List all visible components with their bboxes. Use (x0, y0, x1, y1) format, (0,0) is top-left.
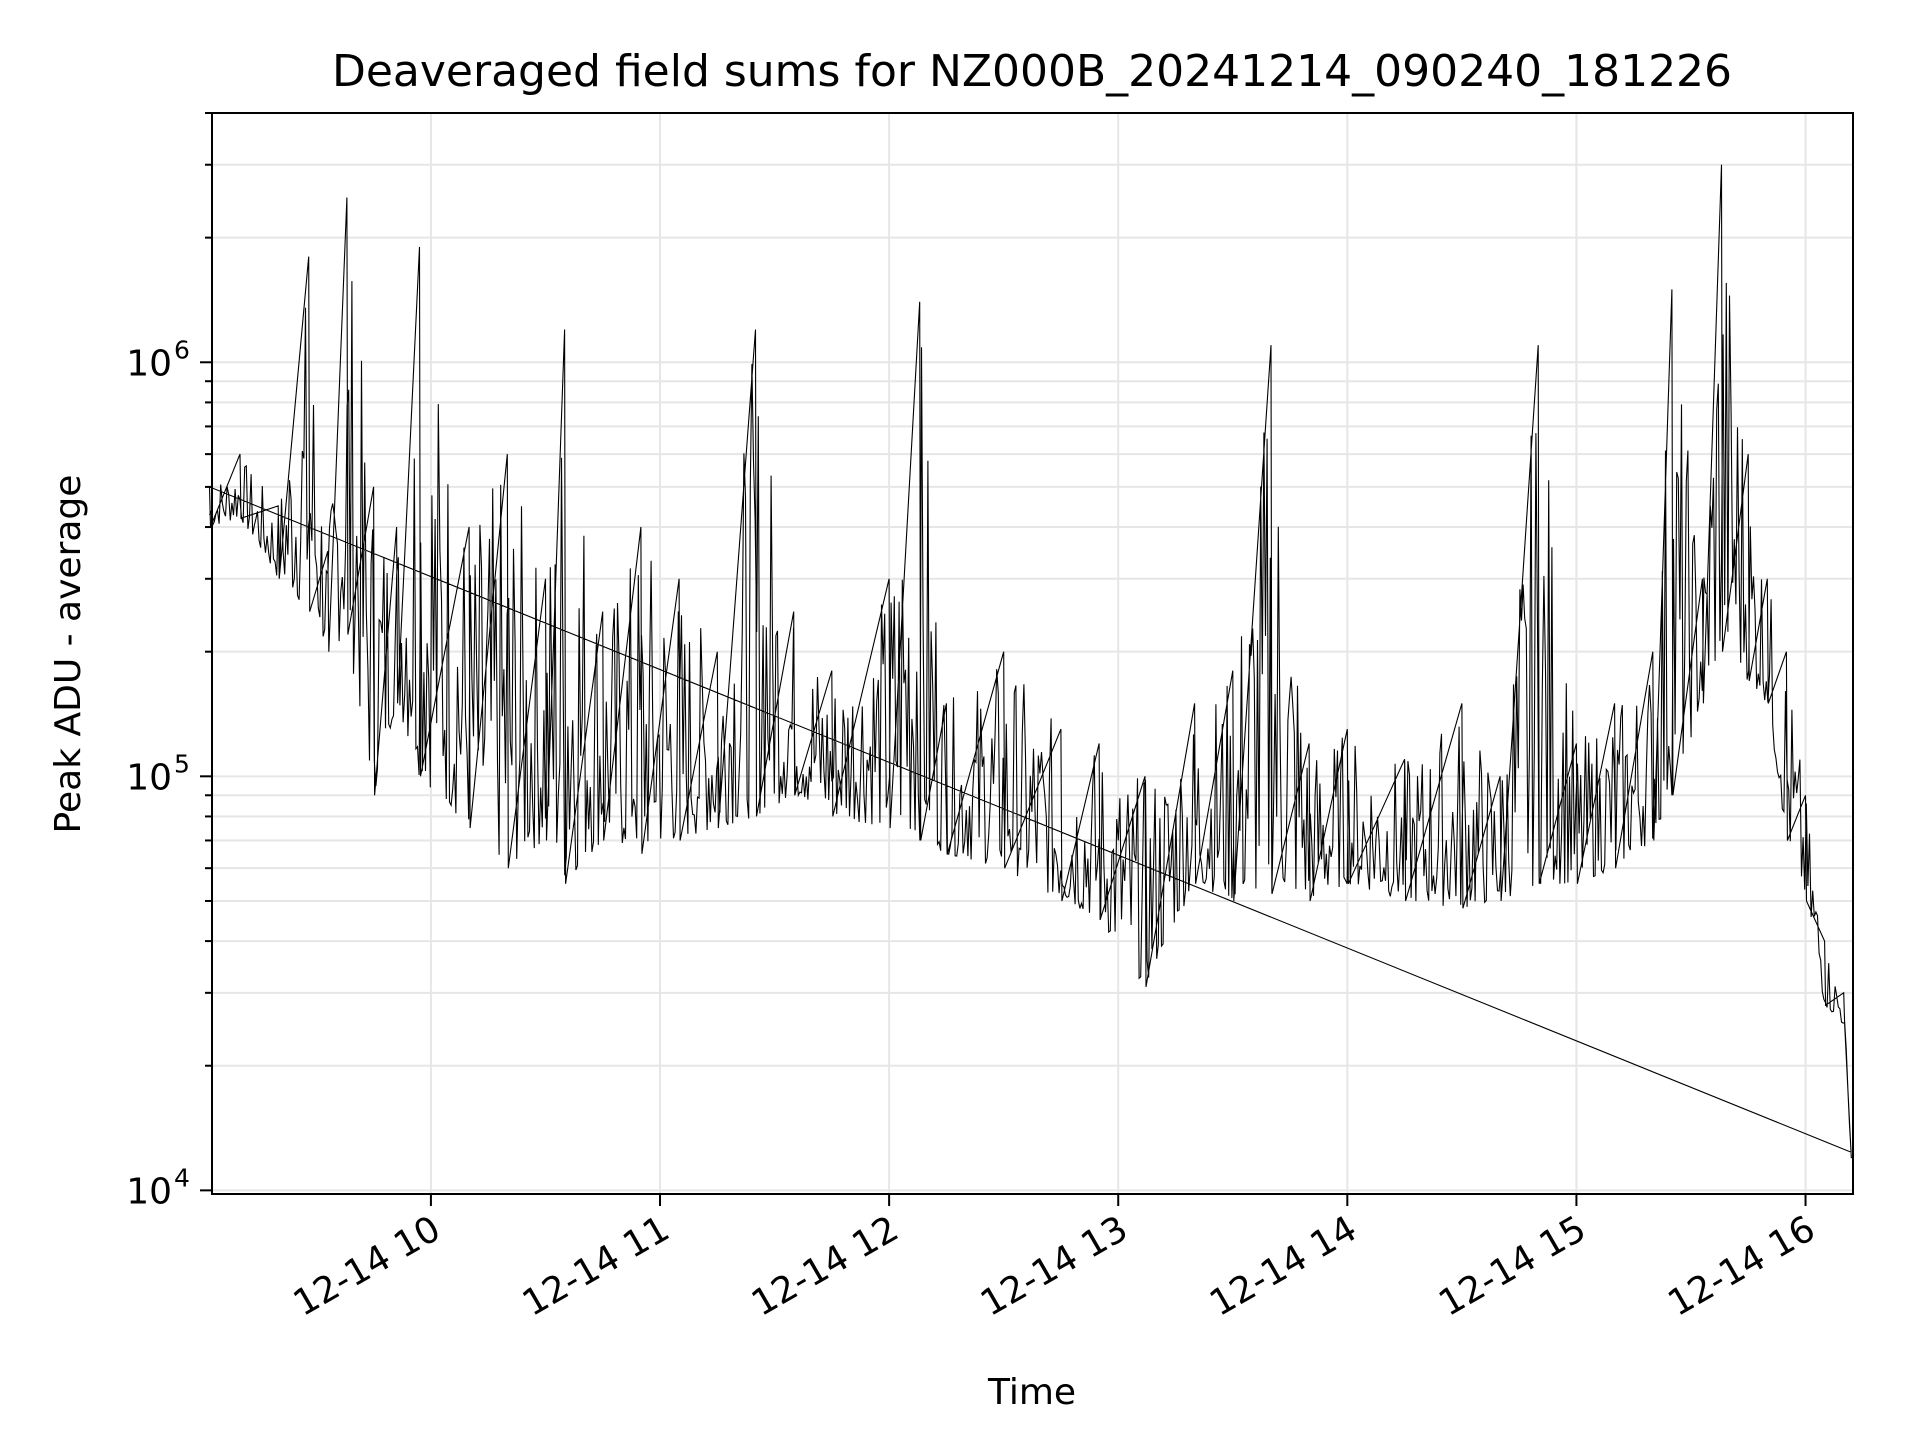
x-axis-label: Time (987, 1372, 1076, 1413)
y-tick-exponent: 5 (174, 749, 190, 778)
series-line (208, 164, 1853, 1159)
y-tick-exponent: 4 (174, 1163, 190, 1192)
series-path (208, 164, 1853, 1159)
y-axis-label: Peak ADU - average (48, 475, 89, 834)
y-tick-label: 10 (126, 343, 172, 384)
y-tick-label: 10 (126, 757, 172, 798)
y-tick-label: 10 (126, 1171, 172, 1212)
y-tick-exponent: 6 (174, 335, 190, 364)
chart-title: Deaveraged field sums for NZ000B_2024121… (332, 46, 1732, 97)
plot-frame (211, 112, 1854, 1195)
